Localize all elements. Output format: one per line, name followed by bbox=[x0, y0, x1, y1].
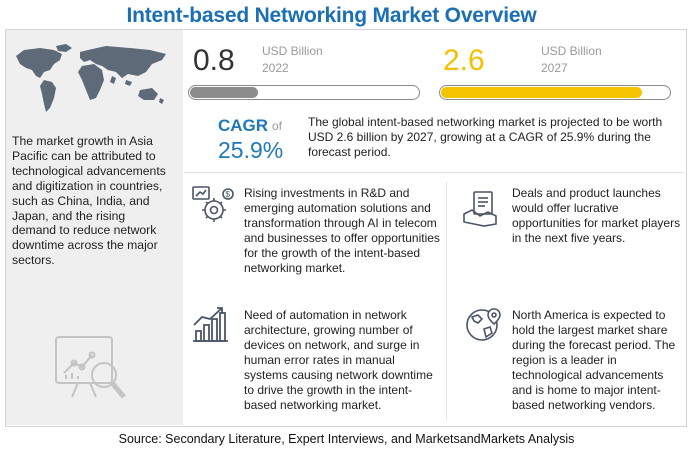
analytics-magnifier-icon bbox=[55, 336, 126, 399]
region-growth-text: The market growth in Asia Pacific can be… bbox=[12, 134, 166, 268]
page-title: Intent-based Networking Market Overview bbox=[126, 4, 537, 27]
world-map-icon bbox=[16, 44, 166, 112]
horizontal-divider bbox=[184, 172, 684, 173]
cagr-of: of bbox=[272, 119, 283, 133]
cagr-label: CAGR bbox=[218, 116, 269, 135]
market-2022-year: 2022 bbox=[262, 61, 289, 75]
market-2027-unit: USD Billion bbox=[541, 44, 602, 58]
market-2022-unit: USD Billion bbox=[262, 44, 323, 58]
growth-chart-icon bbox=[193, 307, 228, 342]
point-investments-text: Rising investments in R&D and emerging a… bbox=[244, 186, 440, 275]
market-2022-value: 0.8 bbox=[193, 44, 235, 77]
point-north-america-text: North America is expected to hold the la… bbox=[512, 308, 676, 412]
market-2027-value: 2.6 bbox=[443, 44, 485, 77]
globe-pin-icon bbox=[466, 308, 501, 341]
point-deals-text: Deals and product launches would offer l… bbox=[512, 186, 681, 245]
handshake-document-icon bbox=[463, 191, 497, 227]
market-2027-bar bbox=[439, 85, 671, 100]
market-2022-bar-fill bbox=[190, 87, 258, 98]
source-note: Source: Secondary Literature, Expert Int… bbox=[118, 432, 575, 446]
svg-text:$: $ bbox=[226, 190, 231, 199]
market-2027-year: 2027 bbox=[541, 61, 568, 75]
vertical-divider bbox=[446, 182, 447, 420]
market-2027-bar-fill bbox=[441, 87, 642, 98]
cagr-value: 25.9% bbox=[218, 137, 284, 163]
point-automation-text: Need of automation in network architectu… bbox=[244, 308, 433, 412]
market-summary: The global intent-based networking marke… bbox=[308, 115, 663, 159]
market-2022-bar bbox=[188, 85, 420, 100]
investment-gears-icon: $ bbox=[192, 186, 234, 222]
